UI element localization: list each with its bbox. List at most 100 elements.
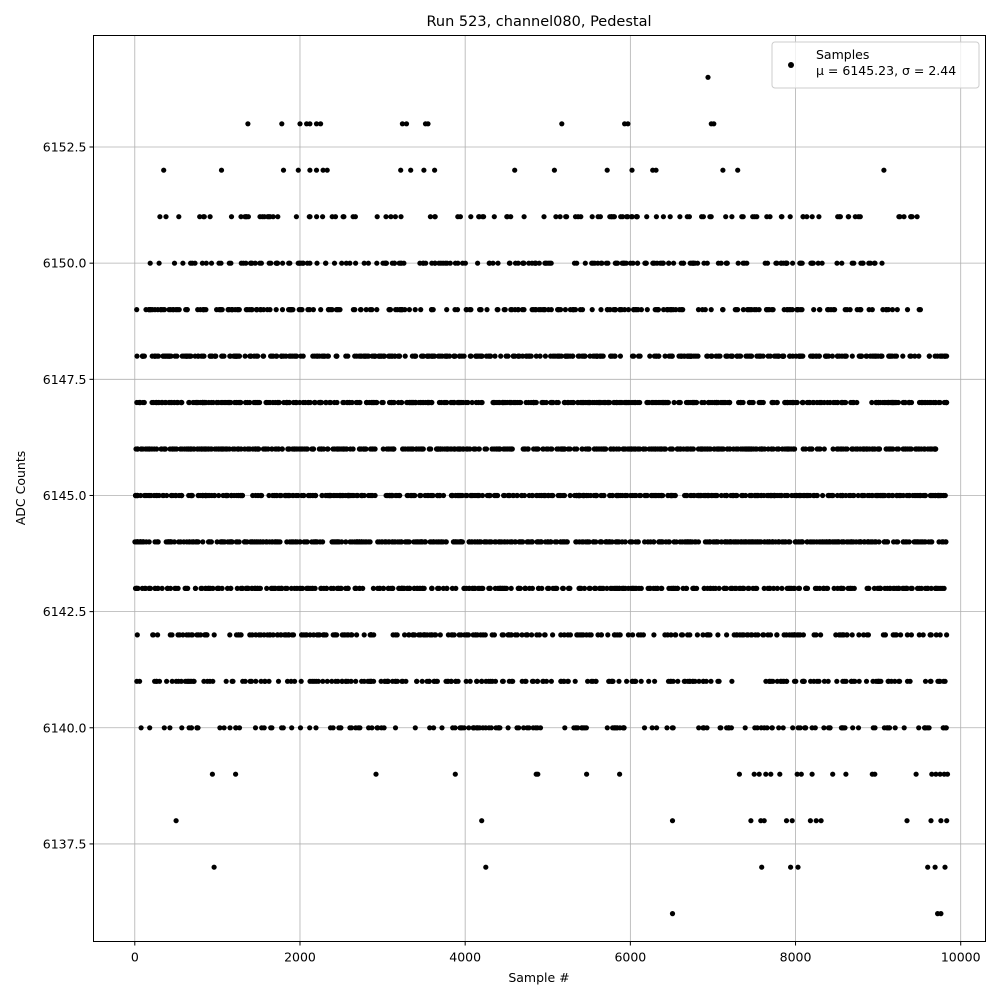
data-point [399, 121, 405, 127]
data-point [374, 725, 380, 731]
data-point [298, 307, 304, 313]
data-point [572, 214, 579, 220]
data-point [478, 399, 484, 406]
data-point [671, 260, 677, 266]
data-point [809, 725, 815, 731]
data-point [134, 307, 140, 313]
data-points [132, 74, 951, 917]
data-point [901, 725, 907, 731]
data-point [855, 214, 862, 220]
data-point [799, 539, 805, 545]
data-point [768, 446, 775, 452]
data-point [324, 167, 330, 173]
data-point [473, 399, 479, 406]
data-point [817, 307, 823, 313]
legend-stats-label: μ = 6145.23, σ = 2.44 [816, 63, 956, 78]
data-point [218, 399, 224, 406]
data-point [559, 121, 565, 127]
data-point [622, 260, 628, 266]
data-point [849, 539, 855, 545]
data-point [646, 678, 652, 684]
data-point [634, 260, 641, 266]
data-point [157, 214, 163, 220]
data-point [873, 399, 879, 406]
data-point [669, 911, 676, 917]
data-point [313, 725, 319, 731]
data-point [696, 725, 702, 731]
data-point [605, 399, 611, 406]
data-point [236, 725, 243, 731]
y-tick-label: 6147.5 [43, 372, 87, 387]
data-point [315, 678, 321, 684]
data-point [804, 214, 810, 220]
data-point [879, 492, 885, 499]
data-point [743, 353, 749, 359]
data-point [758, 725, 764, 731]
data-point [429, 353, 435, 359]
data-point [627, 260, 634, 266]
data-point [756, 307, 762, 313]
data-point [376, 539, 383, 545]
data-point [736, 771, 743, 777]
data-point [406, 446, 412, 452]
data-point [610, 353, 616, 359]
data-point [835, 585, 841, 592]
data-point [778, 260, 784, 266]
data-point [832, 539, 838, 545]
data-point [839, 539, 845, 545]
data-point [173, 818, 179, 824]
data-point [937, 492, 943, 499]
data-point [839, 260, 845, 266]
data-point [297, 725, 304, 731]
data-point [876, 585, 882, 592]
data-point [333, 678, 339, 684]
data-point [932, 864, 938, 870]
data-point [541, 492, 548, 499]
data-point [757, 353, 763, 359]
data-point [855, 725, 862, 731]
data-point [439, 725, 445, 731]
data-point [276, 399, 282, 406]
data-point [683, 585, 689, 592]
data-point [532, 399, 538, 406]
data-point [621, 725, 627, 731]
data-point [429, 399, 435, 406]
data-point [652, 678, 658, 684]
data-point [232, 353, 238, 359]
data-point [537, 725, 544, 731]
data-point [652, 446, 658, 452]
data-point [347, 446, 353, 452]
data-point [391, 399, 397, 406]
data-point [659, 585, 665, 592]
data-point [584, 771, 590, 777]
data-point [199, 260, 205, 266]
data-point [555, 307, 561, 313]
data-point [578, 214, 584, 220]
data-point [481, 539, 487, 545]
data-point [343, 353, 349, 359]
data-point [710, 585, 716, 592]
data-point [395, 353, 401, 359]
data-point [540, 446, 546, 452]
data-point [299, 446, 305, 452]
data-point [550, 632, 556, 638]
data-point [580, 539, 586, 545]
data-point [275, 260, 281, 266]
data-point [924, 585, 930, 592]
data-point [638, 678, 644, 684]
data-point [265, 446, 271, 452]
data-point [203, 260, 209, 266]
data-point [748, 353, 754, 359]
data-point [529, 492, 536, 499]
data-point [729, 678, 735, 684]
data-point [496, 446, 502, 452]
data-point [449, 585, 455, 592]
data-point [571, 260, 578, 266]
data-point [942, 864, 948, 870]
data-point [447, 260, 453, 266]
data-point [168, 399, 174, 406]
data-point [792, 446, 798, 452]
data-point [830, 399, 837, 406]
data-point [163, 214, 169, 220]
data-point [555, 399, 561, 406]
